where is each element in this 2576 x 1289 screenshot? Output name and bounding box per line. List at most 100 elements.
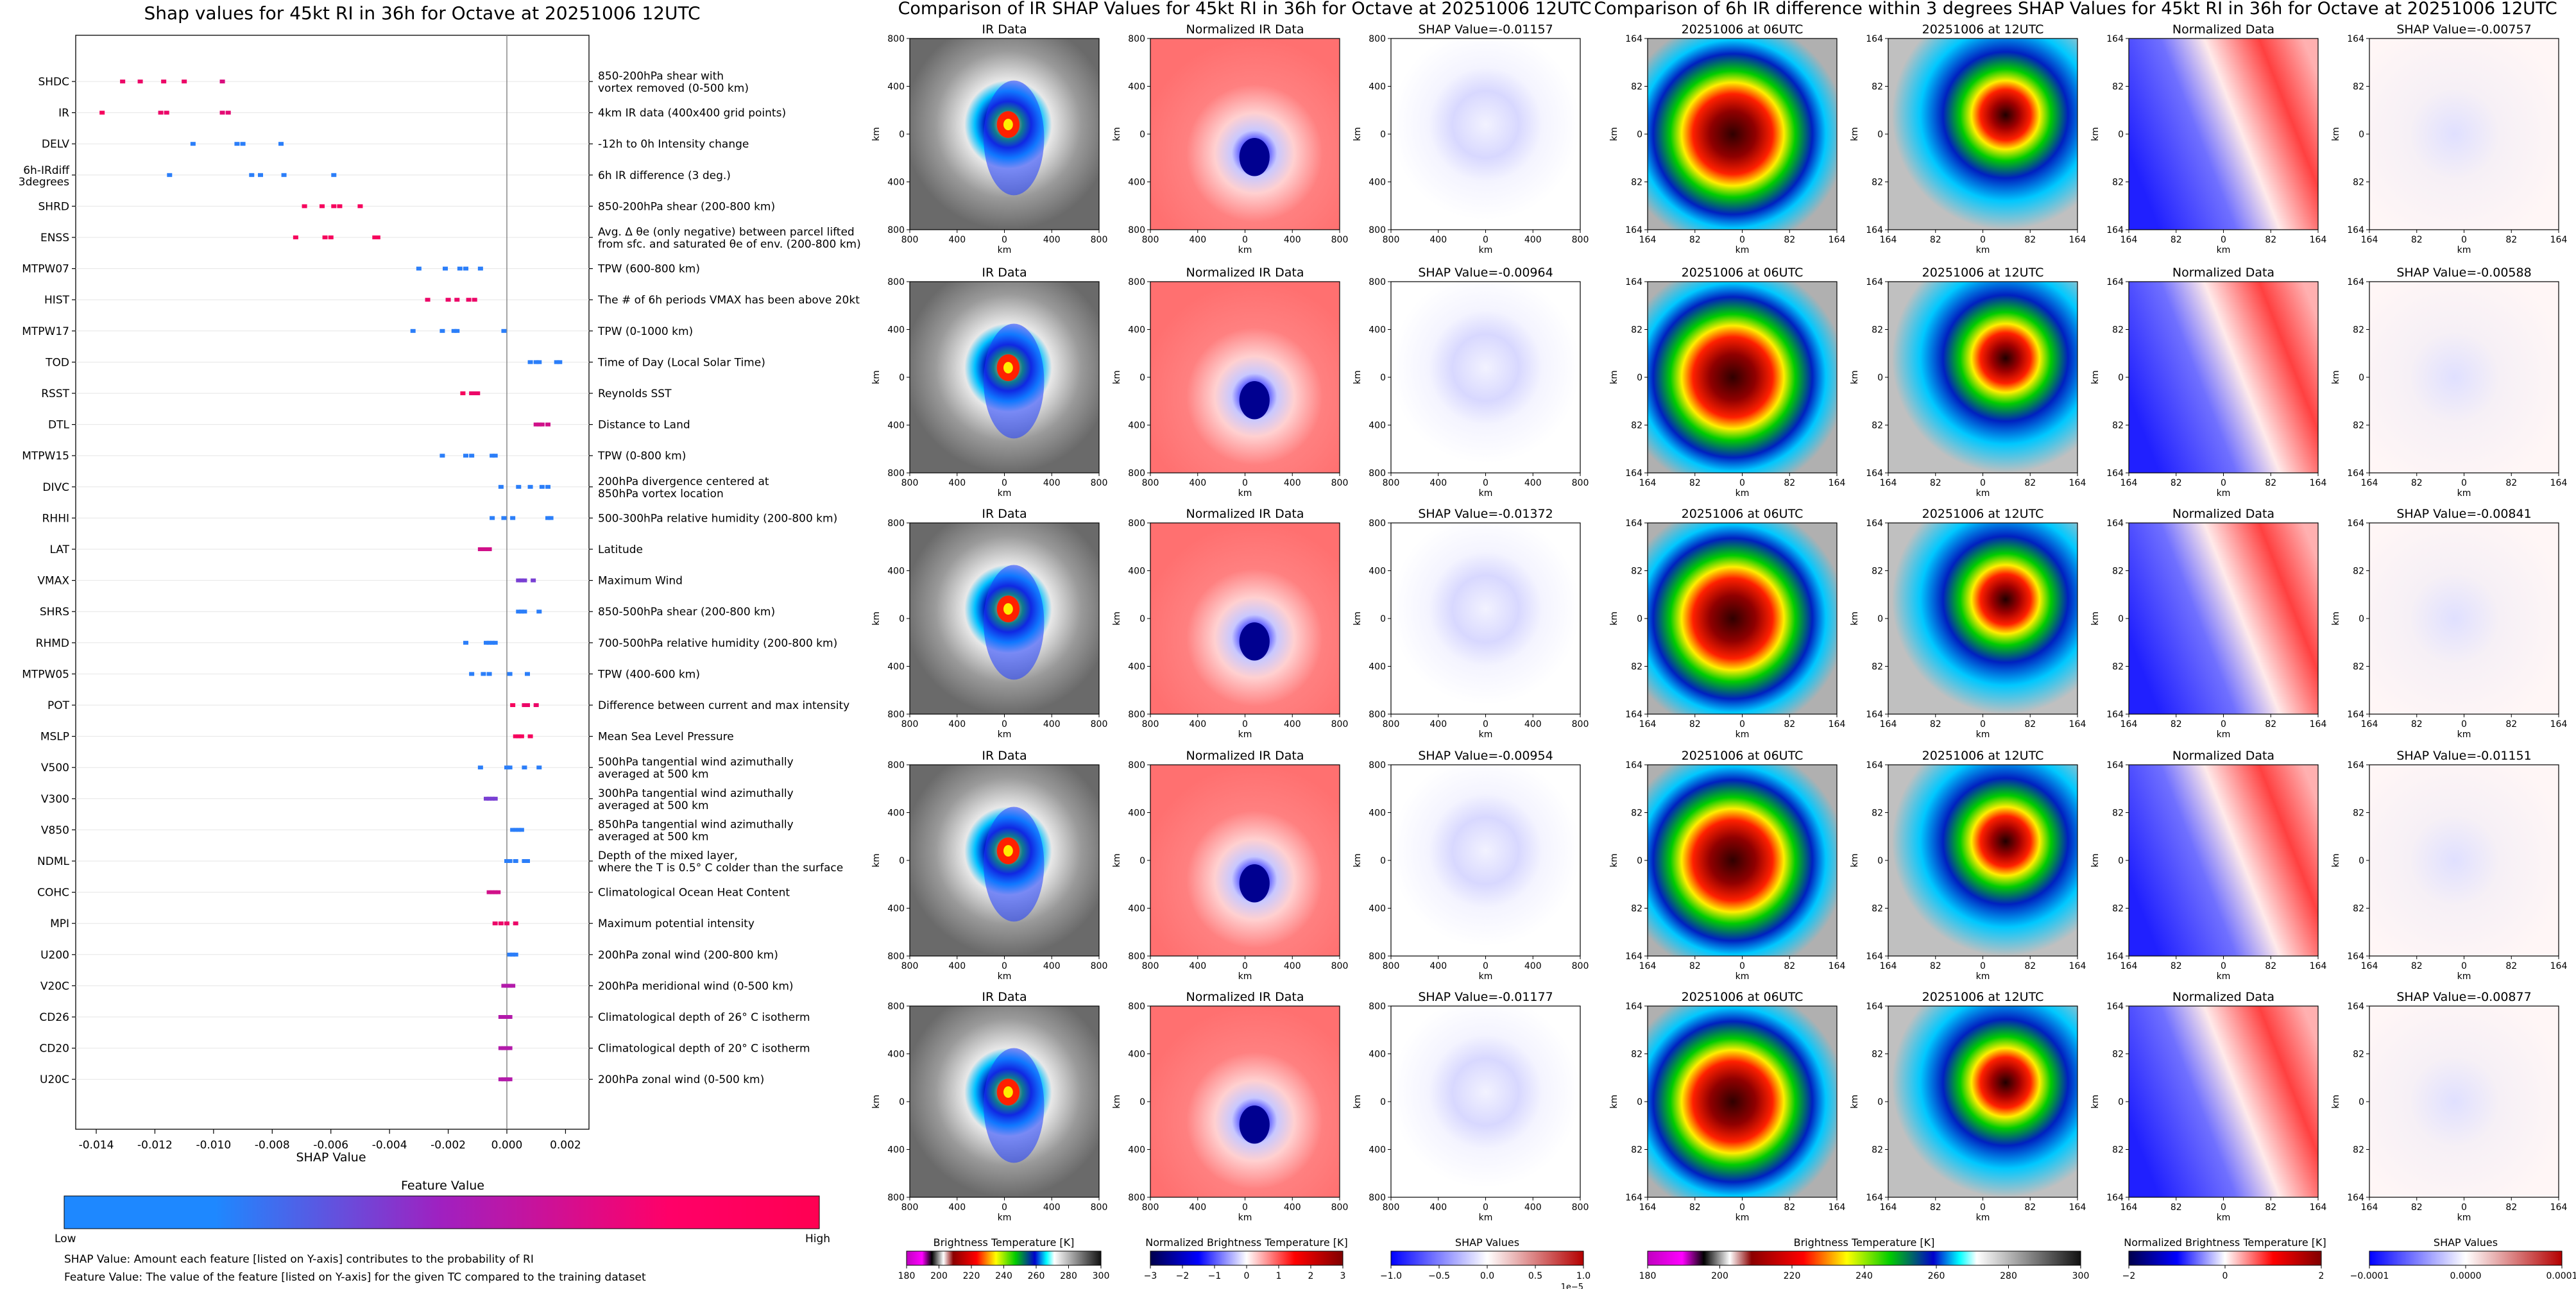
x-tick-label: 400 xyxy=(1043,1202,1061,1213)
shap-point xyxy=(510,952,516,957)
colorbar-tick-label: 300 xyxy=(2072,1271,2090,1281)
y-axis-label: km xyxy=(1850,853,1860,867)
shap-point xyxy=(504,921,509,926)
feature-description: -12h to 0h Intensity change xyxy=(598,138,749,151)
x-tick-label: 164 xyxy=(2120,1202,2138,1213)
y-axis-label: km xyxy=(2090,127,2101,141)
x-tick-label: 82 xyxy=(1689,1202,1701,1213)
x-tick-label: 400 xyxy=(948,719,966,730)
feature-name: MSLP xyxy=(40,731,69,744)
x-tick-label: 800 xyxy=(1572,719,1589,730)
y-tick-label: 164 xyxy=(2106,1193,2124,1203)
image-panel xyxy=(1647,522,1838,715)
shap-point xyxy=(548,516,554,520)
y-tick-label: 400 xyxy=(1369,662,1386,672)
y-tick-label: 164 xyxy=(1625,1193,1642,1203)
shap-point xyxy=(522,703,527,707)
image-panel xyxy=(1390,522,1581,715)
shap-point xyxy=(545,516,550,520)
colorbar-tick-label: 0 xyxy=(2222,1271,2228,1281)
panel-title: 20251006 at 06UTC xyxy=(1682,990,1804,1004)
y-tick-label: 400 xyxy=(1128,1145,1145,1156)
shap-point xyxy=(466,298,472,302)
y-axis-label: km xyxy=(1112,1095,1122,1109)
shap-point xyxy=(525,859,530,863)
y-tick-label: 800 xyxy=(1128,1193,1145,1203)
y-axis-label: km xyxy=(1112,127,1122,141)
shap-point xyxy=(328,235,334,239)
x-tick-label: 0 xyxy=(1002,235,1007,245)
storm-eye xyxy=(1003,362,1013,374)
x-tick-label: 400 xyxy=(1284,719,1301,730)
x-tick-label: 0 xyxy=(2461,478,2467,488)
x-tick-label: 82 xyxy=(2171,719,2182,730)
shap-x-ticks: -0.014 -0.012 -0.010 -0.008 -0.006 -0.004 -0.0… xyxy=(79,1129,581,1152)
y-tick-label: 400 xyxy=(1369,808,1386,819)
x-tick-label: 800 xyxy=(1331,719,1349,730)
colorbar-tick-label: 280 xyxy=(1060,1271,1077,1281)
shap-gridlines xyxy=(76,81,589,1080)
x-tick-label: 400 xyxy=(1429,961,1447,971)
shap-point xyxy=(99,110,105,115)
panel-title: SHAP Value=-0.01177 xyxy=(1418,990,1553,1004)
shap-point xyxy=(463,640,468,645)
image-panel xyxy=(1647,281,1838,474)
x-axis-label: km xyxy=(1238,1213,1252,1223)
panel-title: Normalized IR Data xyxy=(1186,990,1304,1004)
shap-point xyxy=(167,173,173,177)
y-tick-label: 800 xyxy=(887,225,905,235)
x-tick-label: 164 xyxy=(2310,478,2327,488)
x-axis-label: km xyxy=(1736,971,1750,982)
colorbar-title: SHAP Values xyxy=(2434,1236,2498,1249)
y-tick-label: 800 xyxy=(887,1193,905,1203)
colorbar-tick-label: −3 xyxy=(1144,1271,1157,1281)
ir-comparison-title: Comparison of IR SHAP Values for 45kt RI… xyxy=(898,0,1592,19)
x-axis-label: km xyxy=(1976,971,1990,982)
x-tick-label: 164 xyxy=(2310,1202,2327,1213)
x-tick-label: 164 xyxy=(2120,235,2138,245)
normalized-core xyxy=(1239,137,1270,176)
y-tick-label: 164 xyxy=(1866,277,1883,287)
x-tick-label: 164 xyxy=(1639,1202,1657,1213)
y-tick-label: 0 xyxy=(1637,130,1642,140)
panel-title: SHAP Value=-0.01151 xyxy=(2396,749,2531,763)
feature-description: Reynolds SST xyxy=(598,388,672,400)
y-tick-label: 82 xyxy=(1872,567,1883,577)
x-tick-label: 400 xyxy=(1284,478,1301,488)
x-tick-label: 164 xyxy=(2361,719,2378,730)
x-tick-label: 0 xyxy=(1002,719,1007,730)
feature-name: U20C xyxy=(40,1073,69,1086)
x-tick-label: 82 xyxy=(1784,719,1795,730)
x-tick-label: 0 xyxy=(2221,235,2226,245)
shap-point xyxy=(451,329,457,333)
x-tick-label: 400 xyxy=(1189,1202,1206,1213)
shap-point xyxy=(545,422,550,427)
feature-description: Maximum potential intensity xyxy=(598,918,755,930)
diff-comparison-title: Comparison of 6h IR difference within 3 … xyxy=(1594,0,2557,19)
y-tick-label: 82 xyxy=(2112,178,2124,188)
y-tick-label: 164 xyxy=(1625,518,1642,529)
y-tick-label: 400 xyxy=(887,1050,905,1060)
shap-point xyxy=(536,360,542,364)
y-axis-label: km xyxy=(1609,611,1619,626)
y-tick-label: 82 xyxy=(1631,421,1642,431)
x-tick-label: 164 xyxy=(1829,1202,1846,1213)
image-panel xyxy=(2128,1005,2319,1198)
y-tick-label: 0 xyxy=(1877,1097,1883,1107)
x-tick-label: 164 xyxy=(1880,719,1897,730)
x-axis-label: km xyxy=(1736,1213,1750,1223)
y-axis-label: km xyxy=(1609,370,1619,384)
y-tick-label: 400 xyxy=(887,567,905,577)
y-axis-label: km xyxy=(1850,127,1860,141)
colorbar-high-label: High xyxy=(805,1233,830,1245)
y-tick-label: 164 xyxy=(1625,225,1642,235)
y-tick-label: 82 xyxy=(2353,1050,2364,1060)
x-tick-label: 164 xyxy=(1880,235,1897,245)
colorbar-tick-label: 200 xyxy=(1711,1271,1728,1281)
colorbar-tick-label: 1 xyxy=(1276,1271,1282,1281)
shap-point xyxy=(481,547,486,551)
x-tick-label: 400 xyxy=(1429,235,1447,245)
x-tick-label: -0.008 xyxy=(255,1139,290,1152)
x-axis-label: km xyxy=(1736,245,1750,255)
